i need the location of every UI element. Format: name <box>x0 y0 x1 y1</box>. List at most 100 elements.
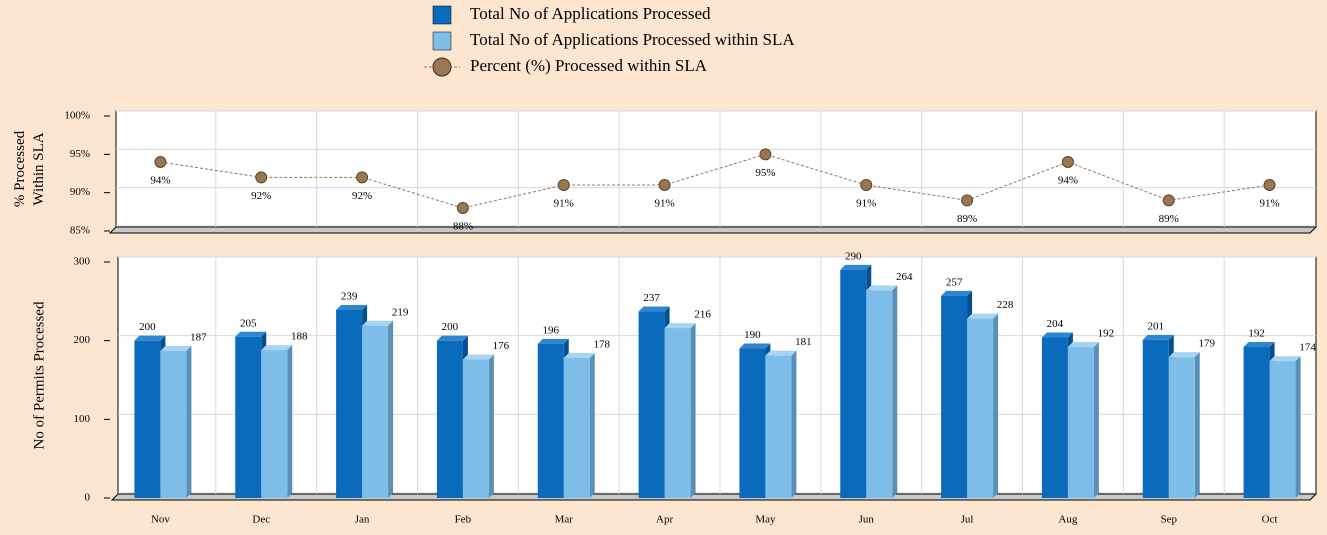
bar <box>967 318 994 498</box>
bar-side <box>388 320 394 498</box>
bar-side <box>1093 341 1099 498</box>
bar-top <box>1041 332 1073 338</box>
data-label: 89% <box>1159 213 1179 225</box>
data-label: 192 <box>1248 327 1265 339</box>
bar-top <box>941 290 973 296</box>
x-tick-label: Sep <box>1161 514 1178 526</box>
bar-side <box>1194 352 1200 498</box>
data-label: 181 <box>795 336 812 348</box>
bar-side <box>186 345 192 498</box>
bar-top <box>840 264 872 270</box>
legend-marker <box>432 57 452 77</box>
bar <box>765 355 792 498</box>
bar <box>261 350 288 498</box>
bar <box>866 290 893 498</box>
bar-top <box>160 345 192 351</box>
point <box>154 156 167 168</box>
y-tick-label: 200 <box>74 334 91 346</box>
bar <box>134 340 161 498</box>
bar <box>563 357 590 498</box>
bar-top <box>1269 356 1301 362</box>
data-label: 228 <box>997 299 1014 311</box>
point <box>1162 194 1175 207</box>
bar-side <box>993 313 999 498</box>
bar-top <box>436 335 468 341</box>
bar-side <box>488 354 494 498</box>
y-tick-label: 300 <box>74 256 91 268</box>
data-label: 92% <box>251 190 271 202</box>
bar-top <box>1168 352 1200 358</box>
y-tick-label: 100 <box>74 413 91 425</box>
data-label: 192 <box>1098 327 1115 339</box>
data-label: 219 <box>392 306 409 318</box>
x-tick-label: Feb <box>455 514 472 526</box>
point <box>456 202 469 214</box>
y-tick-label: 0 <box>85 492 91 504</box>
data-label: 196 <box>543 324 560 336</box>
data-label: 91% <box>654 198 674 210</box>
data-label: 200 <box>139 321 156 333</box>
bar <box>1142 339 1169 498</box>
bar-side <box>1295 356 1301 498</box>
point <box>759 148 772 161</box>
x-tick-label: Dec <box>252 514 270 526</box>
data-label: 89% <box>957 213 977 225</box>
floor-bottom <box>110 493 1318 501</box>
bar <box>537 343 564 498</box>
y-axis-title-line: % Processed <box>12 130 28 207</box>
bar-top <box>462 354 494 360</box>
bar <box>160 350 187 498</box>
x-tick-label: Aug <box>1058 514 1077 526</box>
y-axis-title: % Processed Within SLA <box>12 130 47 207</box>
point <box>1263 179 1276 191</box>
legend-label: Total No of Applications Processed <box>470 4 711 23</box>
bar-top <box>563 352 595 358</box>
bar-top <box>336 304 368 310</box>
data-label: 216 <box>694 309 711 321</box>
point <box>961 194 974 207</box>
data-label: 94% <box>1058 175 1078 187</box>
x-tick-label: May <box>755 514 776 526</box>
bar <box>1269 361 1296 498</box>
bar <box>1067 346 1094 498</box>
bar-top <box>1142 334 1174 340</box>
data-label: 178 <box>594 339 611 351</box>
data-label: 190 <box>744 329 761 341</box>
bar <box>336 309 363 498</box>
x-tick-label: Oct <box>1262 514 1278 526</box>
y-tick-label: 85% <box>70 225 90 237</box>
point <box>658 179 671 191</box>
data-label: 174 <box>1299 342 1316 354</box>
data-label: 176 <box>493 340 510 352</box>
bar-side <box>690 323 696 498</box>
data-label: 237 <box>643 292 660 304</box>
data-label: 200 <box>442 321 459 333</box>
y-tick-label: 95% <box>70 148 90 160</box>
bar-top <box>261 345 293 351</box>
point <box>1061 156 1074 168</box>
bar <box>462 359 489 498</box>
bar-side <box>287 345 293 498</box>
bar-top <box>235 331 267 337</box>
bar-top <box>1243 341 1275 347</box>
data-label: 92% <box>352 190 372 202</box>
point <box>557 179 570 191</box>
bar-top <box>638 306 670 312</box>
bar <box>1041 337 1068 498</box>
floor-top <box>108 226 1318 234</box>
bar-top <box>1067 341 1099 347</box>
bar-side <box>791 350 797 498</box>
bar <box>664 328 691 498</box>
bar <box>840 269 867 498</box>
point <box>356 171 369 184</box>
point <box>860 179 873 191</box>
bar-side <box>892 285 898 498</box>
bar <box>362 325 389 498</box>
bar-top <box>537 338 569 344</box>
point <box>255 171 268 184</box>
plot-area-bottom <box>117 256 1317 495</box>
data-label: 91% <box>856 198 876 210</box>
x-tick-label: Nov <box>151 514 170 526</box>
